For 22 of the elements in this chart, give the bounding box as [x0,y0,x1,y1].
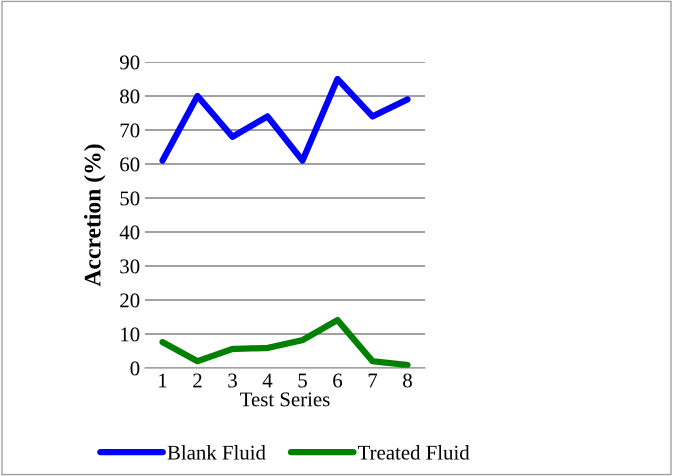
y-tick-label: 90 [120,55,140,70]
x-tick-label: 2 [193,374,202,388]
y-tick-label: 80 [120,89,140,104]
y-tick-label: 60 [120,157,140,172]
y-tick-label: 20 [120,293,140,308]
y-tick-label: 30 [120,259,140,274]
legend-label: Blank Fluid [168,445,266,460]
y-tick-label: 70 [120,123,140,138]
y-tick-label: 10 [121,327,140,342]
x-tick-label: 5 [298,374,307,388]
y-tick-label: 40 [120,225,140,240]
legend-label: Treated Fluid [358,445,470,460]
x-tick-label: 7 [368,374,378,388]
x-tick-label: 8 [403,373,412,388]
y-tick-label: 0 [130,361,140,376]
x-axis-title: Test Series [240,392,330,406]
y-axis-title: Accretion (%) [84,144,106,286]
x-tick-label: 1 [159,374,166,388]
x-tick-label: 3 [228,374,237,388]
x-tick-label: 4 [262,374,272,388]
x-tick-label: 6 [333,374,342,388]
y-tick-label: 50 [120,191,140,206]
